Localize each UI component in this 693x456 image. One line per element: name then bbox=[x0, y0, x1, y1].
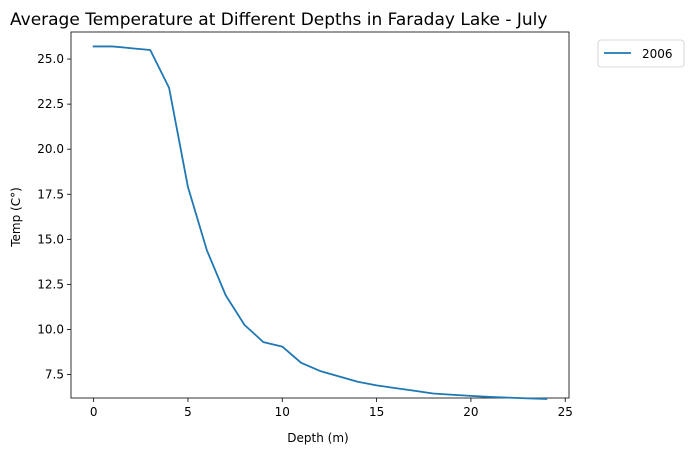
chart-title: Average Temperature at Different Depths … bbox=[10, 10, 547, 30]
y-tick-label: 15.0 bbox=[37, 232, 64, 246]
x-axis-label: Depth (m) bbox=[287, 431, 348, 445]
y-tick-label: 10.0 bbox=[37, 322, 64, 336]
y-axis-ticks: 7.5 10.0 12.5 15.0 17.5 20.0 22.5 25.0 bbox=[37, 52, 71, 382]
x-axis-ticks: 0 5 10 15 20 25 bbox=[90, 398, 573, 419]
x-tick-label: 5 bbox=[184, 405, 192, 419]
legend-box bbox=[597, 39, 685, 68]
y-tick-label: 17.5 bbox=[37, 187, 64, 201]
y-tick-label: 20.0 bbox=[37, 142, 64, 156]
y-tick-label: 7.5 bbox=[45, 368, 64, 382]
y-axis-label: Temp (C°) bbox=[9, 187, 23, 248]
plot-frame bbox=[70, 31, 570, 399]
y-tick-label: 25.0 bbox=[37, 52, 64, 66]
x-tick-label: 0 bbox=[90, 405, 98, 419]
x-tick-label: 20 bbox=[463, 405, 478, 419]
x-tick-label: 15 bbox=[369, 405, 384, 419]
series-layer bbox=[92, 45, 548, 400]
x-tick-label: 10 bbox=[275, 405, 290, 419]
legend: 2006 bbox=[597, 39, 685, 68]
x-tick-label: 25 bbox=[558, 405, 573, 419]
plot-area: 0 5 10 15 20 25 7.5 10.0 12.5 15.0 17.5 20.0 22.5 25… bbox=[37, 31, 573, 419]
series-line-2006 bbox=[92, 45, 548, 400]
y-tick-label: 22.5 bbox=[37, 97, 64, 111]
legend-label-2006: 2006 bbox=[642, 47, 673, 61]
y-tick-label: 12.5 bbox=[37, 277, 64, 291]
